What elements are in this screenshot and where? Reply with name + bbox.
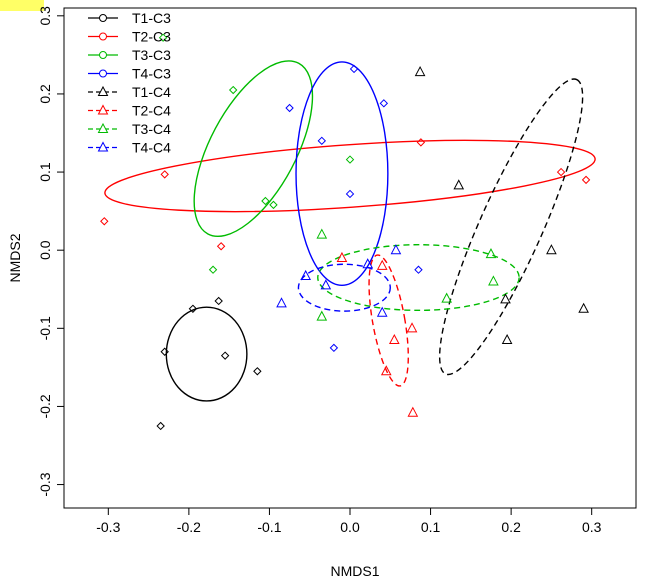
point-t4-c4 <box>376 306 388 317</box>
data-points <box>100 33 591 431</box>
y-tick-label: 0.2 <box>37 84 53 104</box>
point-t1-c4 <box>501 333 513 345</box>
point-t3-c3 <box>208 265 218 274</box>
point-t2-c4 <box>388 333 400 345</box>
point-t2-c4 <box>406 322 418 333</box>
ellipse-t4-c3 <box>295 61 389 287</box>
legend-marker-t3-c4 <box>97 122 109 133</box>
point-t2-c3 <box>416 138 426 147</box>
point-t3-c3 <box>228 85 238 95</box>
x-tick-label: -0.2 <box>177 519 201 535</box>
point-t3-c3 <box>261 196 270 206</box>
x-tick-label: 0.2 <box>501 519 521 535</box>
legend-label-t3-c4: T3-C4 <box>132 121 171 137</box>
point-t2-c4 <box>380 365 392 376</box>
corner-highlight <box>0 0 44 11</box>
point-t4-c4 <box>276 297 287 308</box>
x-tick-label: 0.1 <box>421 519 441 535</box>
point-t3-c4 <box>316 228 328 239</box>
y-tick-label: 0.0 <box>37 240 53 260</box>
point-t4-c4 <box>320 279 332 290</box>
point-t2-c3 <box>216 242 226 251</box>
x-axis-title: NMDS1 <box>330 563 379 579</box>
legend-label-t2-c3: T2-C3 <box>132 29 171 45</box>
point-t3-c3 <box>345 155 355 164</box>
point-t1-c3 <box>156 421 165 431</box>
point-t1-c3 <box>220 351 230 360</box>
point-t2-c3 <box>100 217 109 226</box>
point-t4-c4 <box>362 258 374 269</box>
ellipse-t2-c4 <box>368 254 409 387</box>
point-t4-c3 <box>285 103 294 113</box>
point-t4-c3 <box>329 343 339 353</box>
y-tick-label: 0.3 <box>37 6 53 26</box>
point-t4-c4 <box>300 269 312 280</box>
ellipse-t2-c3 <box>104 139 596 213</box>
point-t3-c4 <box>488 275 499 286</box>
ellipse-t3-c4 <box>317 244 520 312</box>
y-axis-title: NMDS2 <box>7 233 23 282</box>
plot-frame <box>63 7 637 509</box>
legend-marker-t2-c4 <box>97 104 109 115</box>
point-t4-c4 <box>390 244 402 255</box>
ellipse-t3-c3 <box>193 60 314 238</box>
point-t1-c3 <box>214 296 223 306</box>
point-t1-c4 <box>578 302 589 313</box>
legend-marker-t4-c3 <box>99 69 107 78</box>
legend-marker-t1-c4 <box>97 85 109 96</box>
point-t1-c4 <box>453 179 465 190</box>
point-t2-c4 <box>407 406 419 417</box>
confidence-ellipses <box>104 60 596 402</box>
point-t2-c3 <box>581 175 591 185</box>
x-tick-label: 0.3 <box>582 519 602 535</box>
legend-label-t4-c3: T4-C3 <box>132 66 171 82</box>
point-t2-c4 <box>376 259 388 270</box>
legend: T1-C3 T2-C3 T3-C3 T4-C3 T1-C4 T2-C4 T3-C4 T4-C4 <box>88 10 171 156</box>
point-t1-c4 <box>500 293 511 304</box>
x-tick-label: 0.0 <box>340 519 360 535</box>
legend-label-t4-c4: T4-C4 <box>132 140 171 156</box>
x-tick-label: -0.1 <box>257 519 281 535</box>
legend-label-t1-c3: T1-C3 <box>132 10 171 26</box>
legend-marker-t2-c3 <box>99 32 107 41</box>
point-t4-c3 <box>317 136 327 146</box>
point-t4-c3 <box>345 189 355 199</box>
point-t3-c4 <box>485 248 497 259</box>
point-t2-c4 <box>336 251 348 262</box>
legend-marker-t4-c4 <box>97 141 109 152</box>
ellipse-t1-c3 <box>165 306 248 402</box>
point-t1-c4 <box>546 244 557 255</box>
point-t2-c3 <box>556 167 566 177</box>
point-t3-c4 <box>316 310 328 321</box>
legend-label-t1-c4: T1-C4 <box>132 84 171 100</box>
y-tick-label: -0.3 <box>37 472 53 496</box>
point-t3-c3 <box>158 33 168 42</box>
ellipse-t4-c4 <box>297 263 391 312</box>
legend-marker-t3-c3 <box>99 51 107 59</box>
point-t2-c3 <box>160 170 169 179</box>
legend-label-t3-c3: T3-C3 <box>132 47 171 63</box>
x-axis: -0.3 -0.2 -0.1 0.0 0.1 0.2 0.3 <box>96 508 602 535</box>
x-tick-label: -0.3 <box>96 519 120 535</box>
legend-marker-t1-c3 <box>99 14 107 22</box>
point-t4-c3 <box>379 99 389 108</box>
point-t1-c4 <box>414 65 426 77</box>
y-tick-label: 0.1 <box>37 162 53 182</box>
y-axis: -0.3 -0.2 -0.1 0.0 0.1 0.2 0.3 <box>37 6 64 497</box>
point-t1-c3 <box>160 347 169 356</box>
point-t1-c3 <box>188 304 198 313</box>
point-t4-c3 <box>414 265 423 274</box>
point-t3-c4 <box>441 292 453 303</box>
point-t1-c3 <box>253 367 262 376</box>
legend-label-t2-c4: T2-C4 <box>132 103 171 119</box>
y-tick-label: -0.1 <box>37 316 53 340</box>
ellipse-t1-c4 <box>438 78 584 376</box>
point-t3-c3 <box>269 200 278 210</box>
y-tick-label: -0.2 <box>37 394 53 418</box>
point-t4-c3 <box>349 64 359 74</box>
